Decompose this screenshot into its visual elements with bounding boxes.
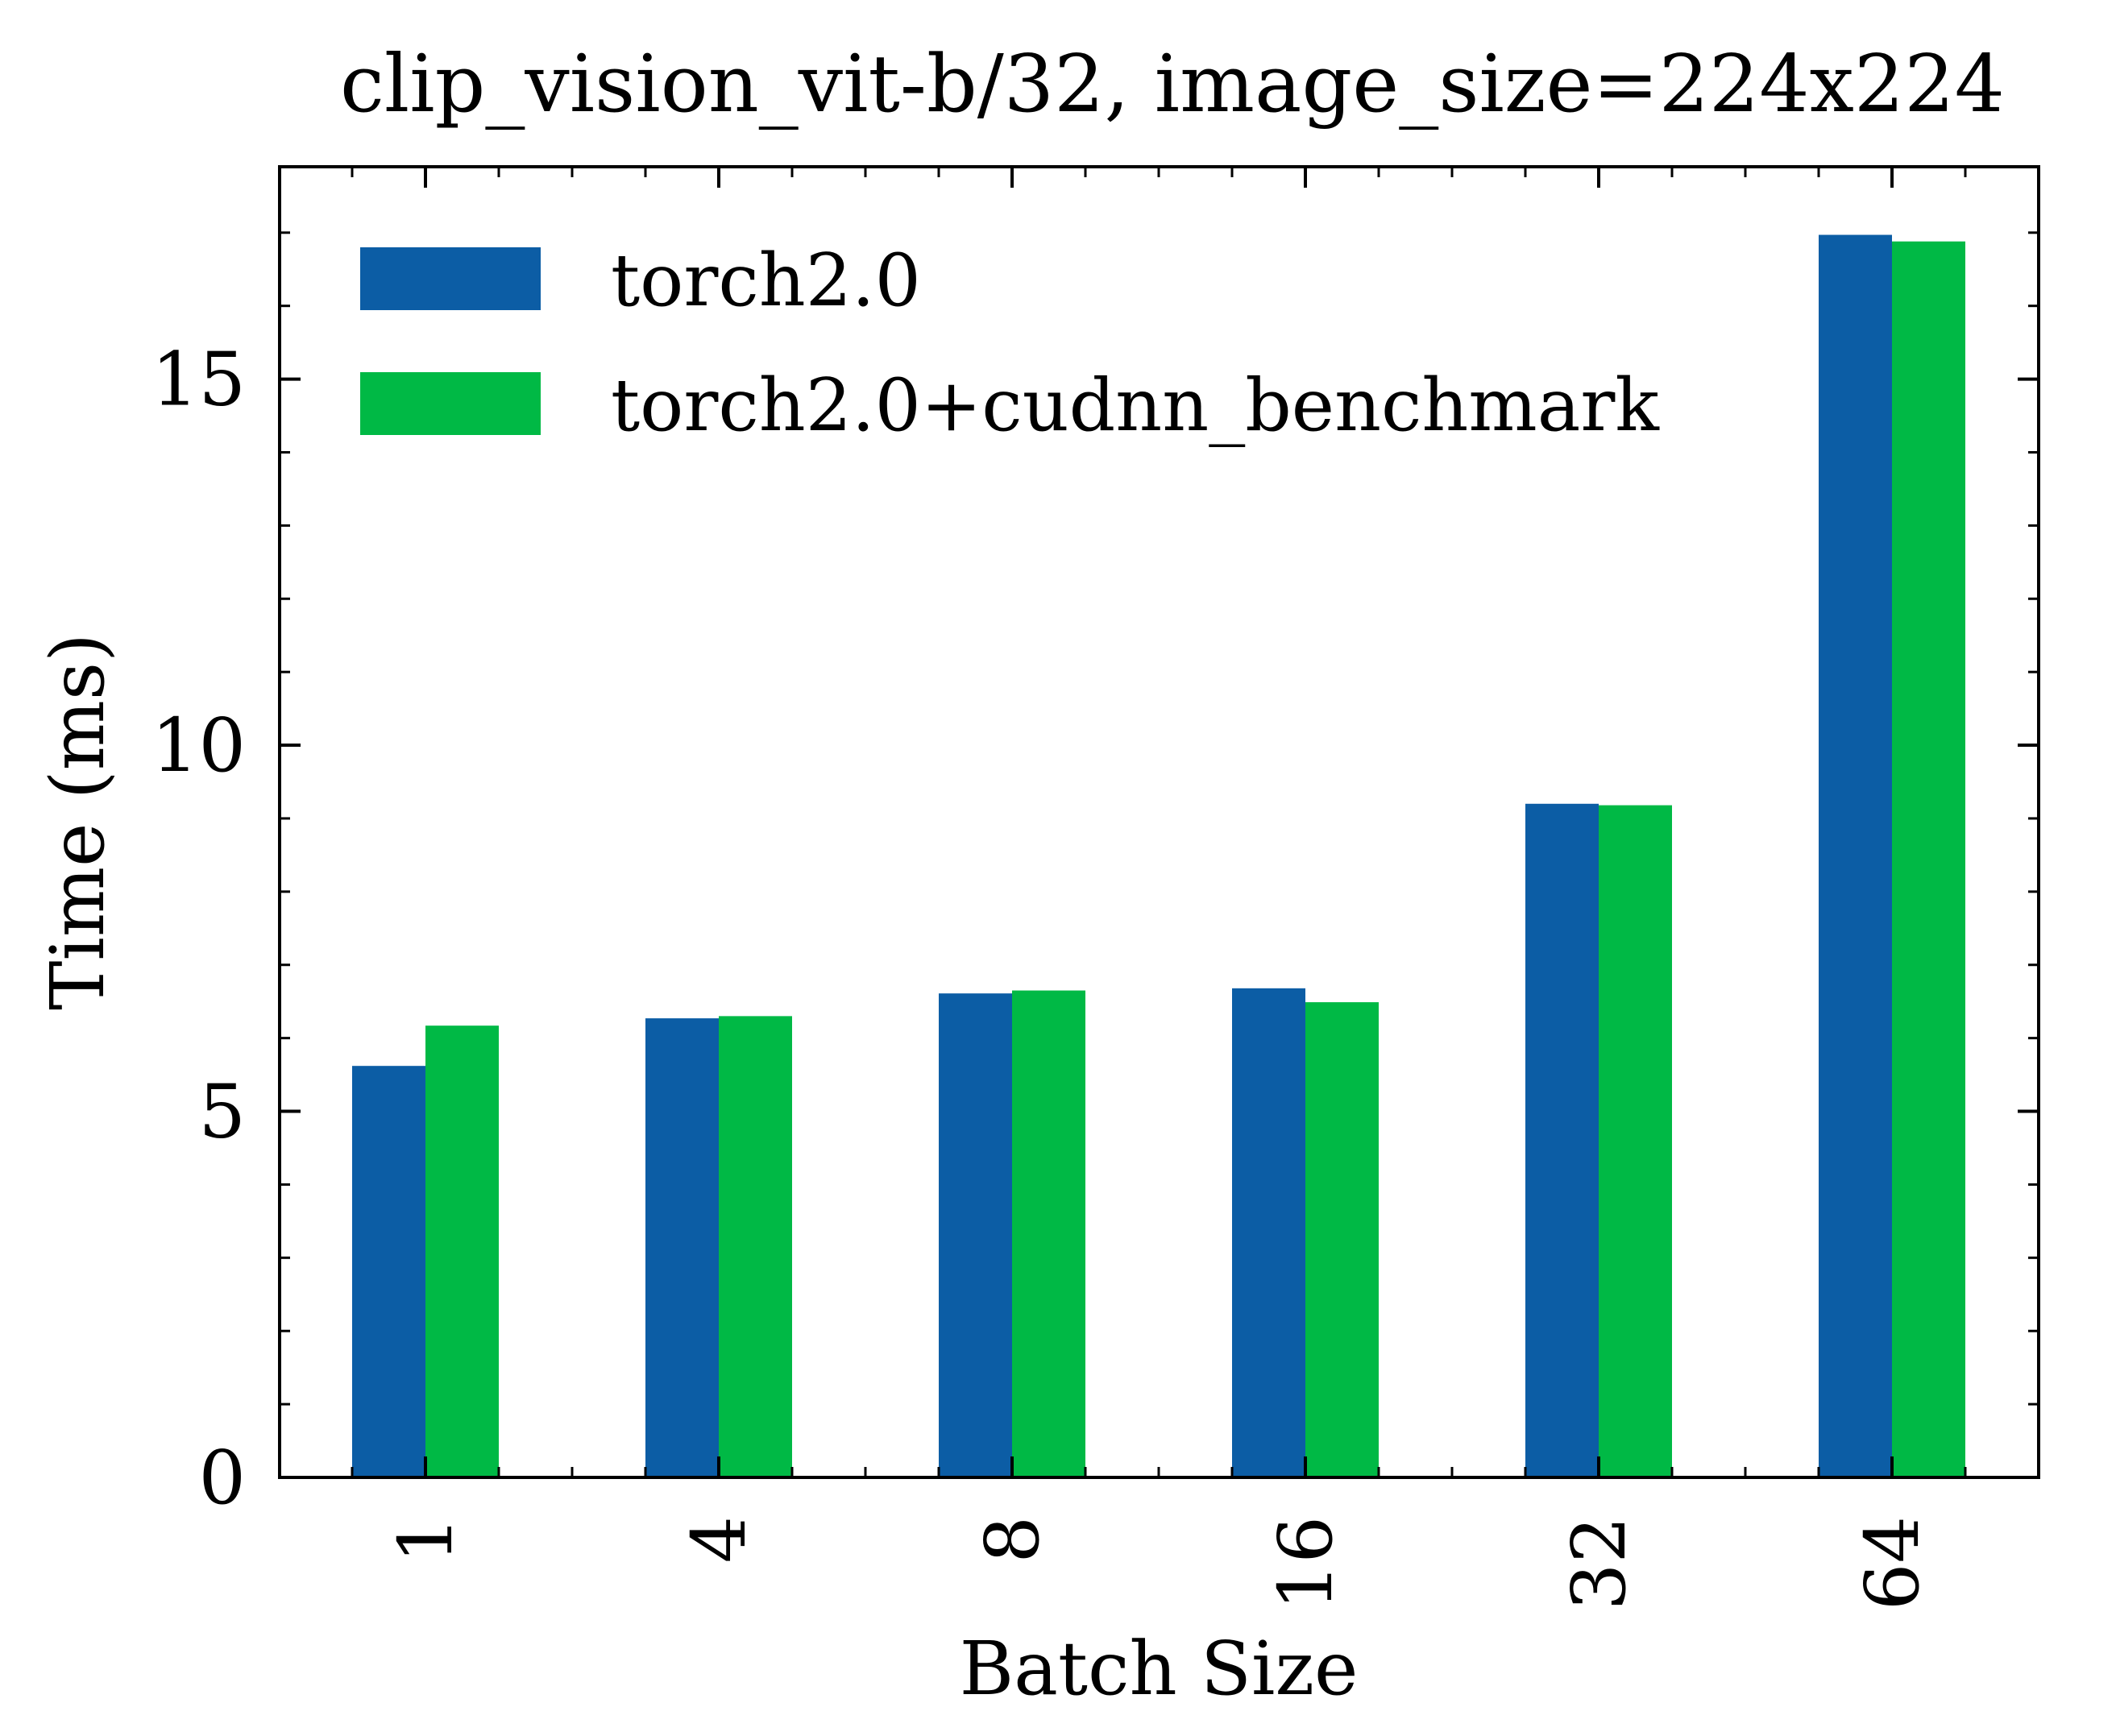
x-tick-label: 32 (1556, 1516, 1642, 1610)
legend: torch2.0 torch2.0+cudnn_benchmark (360, 238, 1660, 448)
legend-label-cudnn-benchmark: torch2.0+cudnn_benchmark (611, 363, 1660, 448)
bar-torch2-batch-16 (1232, 988, 1305, 1477)
plot-frame (278, 165, 2040, 1479)
bar-cudnn-benchmark-batch-16 (1305, 1002, 1379, 1477)
bar-cudnn-benchmark-batch-4 (719, 1016, 792, 1477)
bar-torch2-batch-8 (939, 993, 1012, 1477)
bar-cudnn-benchmark-batch-8 (1012, 990, 1085, 1477)
x-tick-label: 16 (1263, 1516, 1349, 1610)
x-tick-label: 1 (383, 1516, 469, 1564)
legend-swatch-torch2 (360, 247, 541, 310)
legend-label-torch2: torch2.0 (611, 238, 921, 323)
bar-cudnn-benchmark-batch-32 (1599, 805, 1672, 1477)
bar-torch2-batch-1 (352, 1066, 425, 1477)
x-tick-label: 8 (969, 1516, 1056, 1564)
bar-torch2-batch-32 (1525, 803, 1599, 1477)
bars-group (352, 234, 1965, 1478)
y-axis-label: Time (ms) (35, 633, 121, 1010)
y-tick-label: 5 (198, 1069, 246, 1155)
tick-labels-group: 0 5 10 15 1 4 8 16 32 64 (151, 337, 1936, 1610)
x-axis-label: Batch Size (960, 1626, 1359, 1712)
bar-cudnn-benchmark-batch-1 (425, 1025, 499, 1477)
bar-torch2-batch-64 (1819, 234, 1892, 1478)
legend-swatch-cudnn-benchmark (360, 372, 541, 435)
y-tick-label: 0 (198, 1435, 246, 1521)
x-tick-label: 4 (676, 1516, 762, 1564)
bar-cudnn-benchmark-batch-64 (1892, 241, 1965, 1478)
y-tick-label: 15 (151, 337, 246, 423)
x-tick-label: 64 (1849, 1516, 1936, 1610)
y-tick-label: 10 (151, 702, 246, 789)
bar-torch2-batch-4 (645, 1018, 719, 1477)
chart-title: clip_vision_vit-b/32, image_size=224x224 (340, 39, 2005, 131)
